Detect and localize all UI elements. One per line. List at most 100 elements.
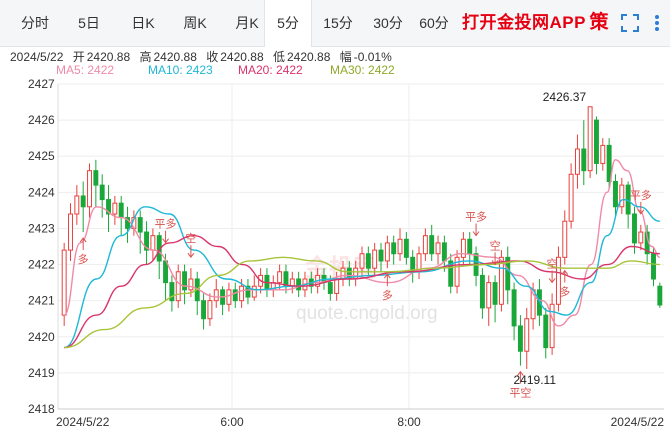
candle	[194, 271, 200, 316]
candle	[144, 221, 150, 265]
ma-line-ma30	[64, 256, 660, 349]
candle	[232, 282, 238, 308]
candle	[587, 106, 593, 178]
candle-body	[581, 148, 587, 172]
tab-monthly-k[interactable]: 月K	[235, 15, 259, 31]
candle-body	[632, 213, 637, 244]
candle	[150, 228, 156, 261]
y-tick-label: 2420	[28, 330, 55, 344]
candle	[226, 282, 232, 312]
candle-body	[549, 303, 555, 349]
candle-body	[378, 249, 384, 262]
candle-body	[397, 238, 403, 255]
x-tick-label: 6:00	[220, 415, 244, 429]
candle-body	[150, 235, 156, 251]
candle	[245, 279, 251, 305]
candle-body	[593, 119, 599, 164]
candle-body	[568, 173, 574, 222]
signal-marker: 多	[78, 237, 89, 266]
signal-label: 空	[547, 256, 558, 270]
strategy-icon[interactable]: 策	[589, 12, 609, 33]
candle-body	[118, 202, 124, 219]
signal-label: 平多	[155, 217, 177, 231]
candle-body	[296, 278, 302, 291]
open-app-link[interactable]: 打开金投网APP	[462, 13, 586, 32]
candle-body	[372, 249, 378, 269]
candle	[213, 279, 219, 308]
candle	[492, 275, 498, 323]
tab-30-min[interactable]: 30分	[373, 15, 403, 31]
tab-daily-k[interactable]: 日K	[131, 15, 155, 31]
candle	[562, 210, 568, 265]
candle	[505, 246, 511, 305]
candle-body	[638, 231, 644, 244]
candle	[397, 228, 403, 261]
close-label: 收	[206, 50, 219, 64]
candle-body	[226, 289, 232, 305]
signal-arrow-down	[548, 270, 556, 284]
ma20-legend: MA20: 2422	[238, 63, 303, 77]
candle	[593, 116, 599, 175]
candle	[201, 293, 207, 330]
candle	[112, 195, 118, 225]
y-tick-label: 2424	[28, 185, 55, 199]
candle-body	[277, 271, 283, 284]
tab-15-min[interactable]: 15分	[323, 15, 353, 31]
tab-intraday[interactable]: 分时	[21, 15, 49, 31]
candle-body	[454, 256, 460, 287]
candle-body	[245, 285, 251, 298]
signal-marker: 多	[382, 273, 393, 302]
signal-marker: 空	[185, 231, 196, 259]
candle	[175, 264, 181, 308]
signal-arrow-down	[162, 230, 169, 244]
candle-body	[613, 181, 618, 208]
candle-body	[441, 242, 447, 262]
signal-marker: 平空	[509, 370, 531, 400]
candle-body	[543, 314, 549, 349]
tab-5-day[interactable]: 5日	[78, 15, 100, 31]
more-icon[interactable]	[646, 12, 668, 34]
candle	[429, 224, 435, 261]
high-value: 2420.88	[153, 50, 197, 64]
candle-body	[460, 238, 466, 258]
signal-label: 多	[78, 252, 89, 266]
high-value-label: 2426.37	[543, 90, 587, 104]
candle-body	[422, 235, 428, 255]
high-label: 高	[139, 50, 152, 64]
signal-label: 空	[490, 238, 501, 252]
x-tick-label: 2024/5/22	[56, 415, 110, 429]
candle	[125, 206, 131, 243]
signal-arrow-up	[517, 370, 524, 384]
tab-5-min[interactable]: 5分	[264, 0, 312, 47]
y-tick-label: 2418	[28, 402, 55, 416]
ohlc-readout: 2024/5/22 开 2420.88 高 2420.88 收 2420.88 低 24…	[10, 48, 398, 65]
candle	[543, 307, 549, 359]
close-value: 2420.88	[220, 50, 264, 64]
candle	[74, 185, 80, 225]
fullscreen-icon[interactable]	[619, 12, 641, 34]
candle-body	[93, 170, 99, 186]
candle-body	[201, 300, 207, 320]
signal-arrow-up	[79, 237, 87, 251]
tab-60-min[interactable]: 60分	[419, 15, 449, 31]
x-tick-label: 2024/5/22	[611, 415, 665, 429]
candle-body	[125, 217, 131, 229]
candle-body	[175, 271, 181, 302]
candle	[448, 253, 454, 294]
ma-line-ma5	[63, 159, 661, 327]
candle-body	[587, 106, 593, 172]
signal-label: 平多	[630, 188, 652, 202]
candle	[511, 282, 517, 341]
signal-arrow-down	[472, 223, 480, 237]
candle	[365, 246, 371, 276]
candle-body	[391, 242, 397, 255]
candle-body	[403, 238, 409, 258]
candle	[277, 264, 283, 290]
signal-marker: 平多	[465, 210, 487, 237]
ma10-legend: MA10: 2423	[148, 63, 213, 77]
ma-line-ma20	[64, 234, 660, 349]
candle-body	[657, 285, 663, 306]
tab-weekly-k[interactable]: 周K	[183, 15, 207, 31]
candle	[93, 159, 99, 207]
candle	[296, 271, 302, 298]
